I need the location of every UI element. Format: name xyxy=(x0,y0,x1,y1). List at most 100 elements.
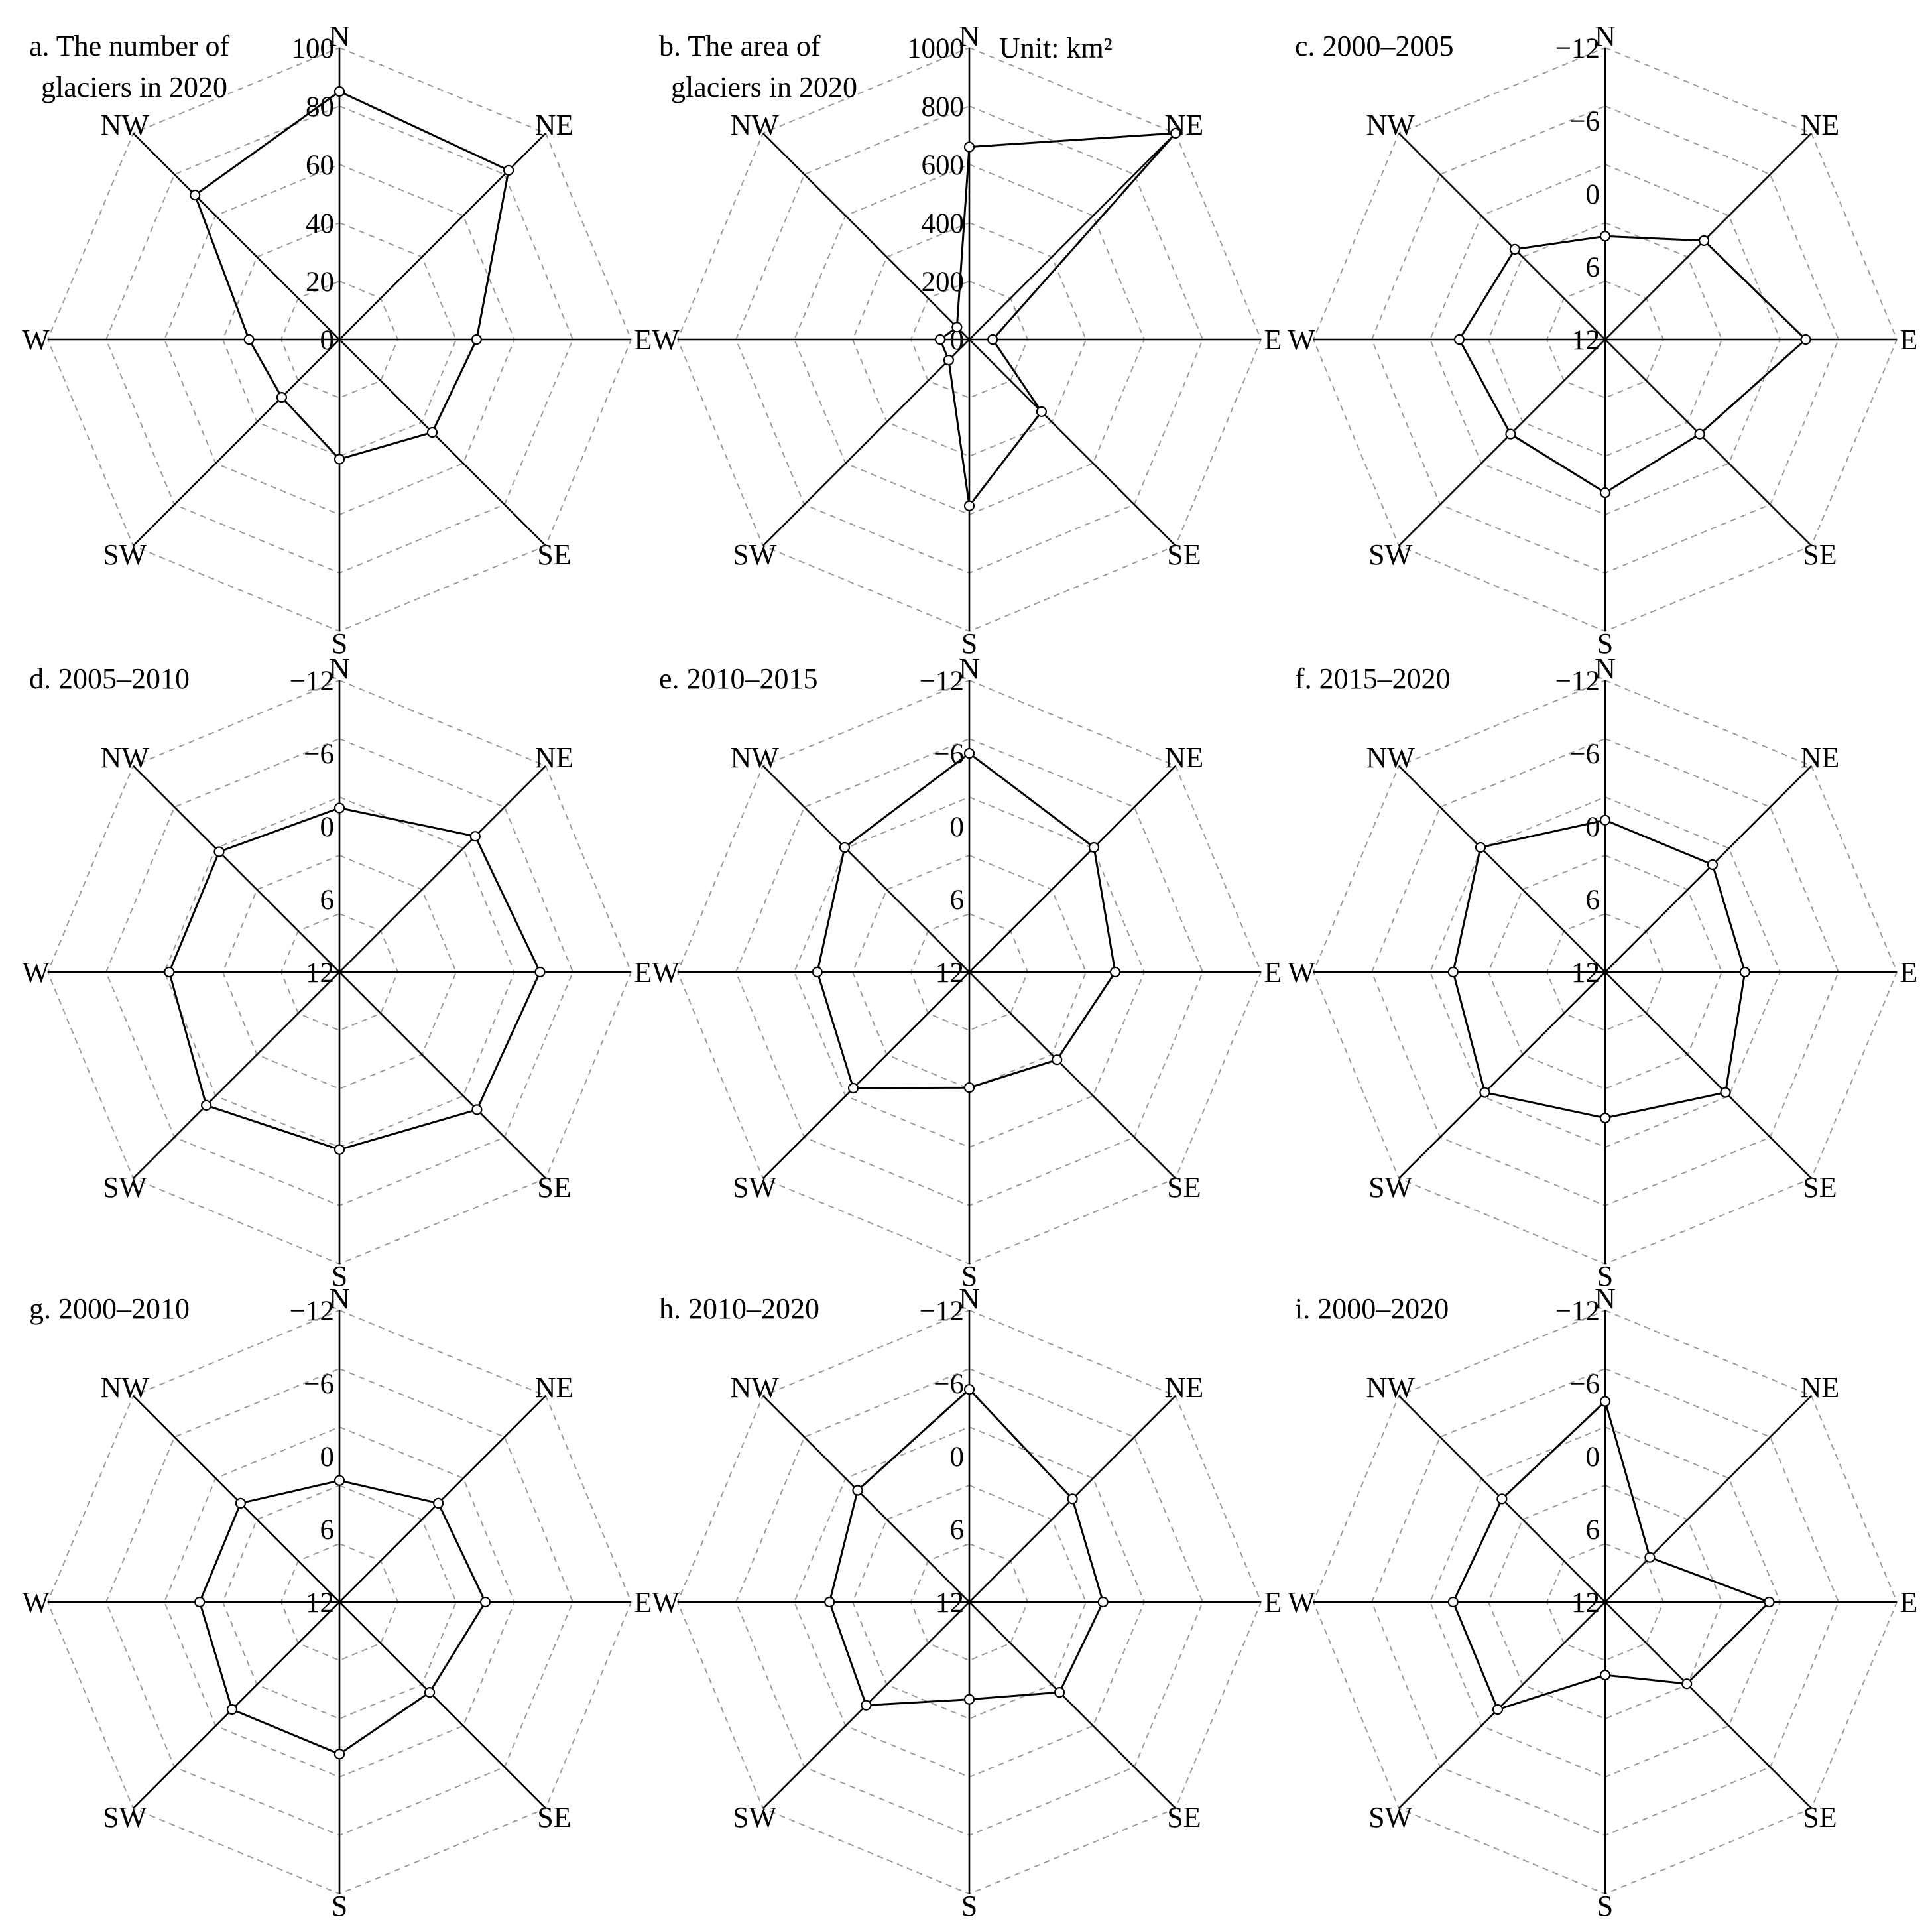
direction-label-n: N xyxy=(329,20,350,52)
direction-label-sw: SW xyxy=(103,1801,147,1833)
direction-label-nw: NW xyxy=(1366,1371,1415,1404)
tick-label: 100 xyxy=(292,33,335,64)
direction-label-sw: SW xyxy=(1368,1801,1412,1833)
data-point-nw xyxy=(213,846,225,857)
data-point-sw xyxy=(276,391,287,403)
tick-label: −6 xyxy=(1569,739,1600,770)
data-series-line xyxy=(1458,235,1807,494)
data-point-nw xyxy=(1475,841,1486,853)
direction-label-n: N xyxy=(329,1282,350,1315)
data-point-ne xyxy=(1170,127,1181,139)
data-point-w xyxy=(934,334,946,345)
data-point-se xyxy=(471,1104,483,1115)
tick-label: −12 xyxy=(920,1296,964,1327)
direction-label-nw: NW xyxy=(100,741,149,774)
tick-label: 0 xyxy=(320,325,335,356)
tick-label: −12 xyxy=(290,666,334,697)
direction-label-e: E xyxy=(1264,956,1282,989)
tick-label: 6 xyxy=(1586,885,1600,916)
direction-label-n: N xyxy=(959,20,980,52)
tick-label: 600 xyxy=(922,150,965,181)
radar-chart-b: N NE E SE S SW W NW 0 200 400 600 800 1000 b. The area… xyxy=(652,20,1282,660)
data-point-nw xyxy=(190,190,201,201)
data-series-line xyxy=(1452,1399,1772,1711)
direction-label-e: E xyxy=(634,956,652,989)
grid-ring xyxy=(221,1484,457,1720)
tick-label: 12 xyxy=(1571,325,1600,356)
data-point-w xyxy=(824,1596,835,1608)
axis-line xyxy=(132,1395,547,1810)
direction-label-n: N xyxy=(1595,1282,1616,1315)
direction-label-se: SE xyxy=(537,1171,571,1204)
data-series-line xyxy=(828,1388,1105,1707)
data-point-w xyxy=(1447,966,1459,978)
data-point-e xyxy=(534,966,546,978)
chart-title: b. The area of xyxy=(659,30,821,62)
data-point-n xyxy=(963,1384,975,1395)
direction-label-n: N xyxy=(959,652,980,685)
grid-ring xyxy=(1545,280,1665,399)
direction-label-s: S xyxy=(332,1260,347,1292)
tick-label: −6 xyxy=(934,739,964,770)
direction-label-e: E xyxy=(1900,1586,1918,1619)
data-point-s xyxy=(1599,1669,1611,1681)
chart-title: d. 2005–2010 xyxy=(29,662,190,695)
axis-line xyxy=(762,1395,1177,1810)
data-point-w xyxy=(1447,1596,1459,1608)
data-point-sw xyxy=(1492,1704,1504,1715)
data-point-s xyxy=(333,1749,345,1760)
direction-label-e: E xyxy=(1900,956,1918,989)
direction-label-w: W xyxy=(22,1586,50,1619)
direction-label-ne: NE xyxy=(1165,109,1204,141)
data-point-nw xyxy=(1496,1493,1508,1505)
grid-ring xyxy=(221,854,457,1090)
direction-label-w: W xyxy=(1288,956,1315,989)
tick-label: 0 xyxy=(950,812,965,843)
direction-label-s: S xyxy=(1597,1890,1613,1920)
direction-label-n: N xyxy=(329,652,350,685)
data-point-sw xyxy=(226,1704,238,1715)
data-point-ne xyxy=(1707,859,1719,871)
data-point-e xyxy=(471,334,482,345)
tick-label: −12 xyxy=(1555,33,1600,64)
tick-label: 20 xyxy=(306,267,334,298)
data-point-s xyxy=(1599,1112,1611,1124)
data-series-line xyxy=(168,806,542,1151)
data-point-w xyxy=(164,966,175,978)
grid-ring xyxy=(910,1542,1029,1662)
data-point-e xyxy=(1764,1596,1775,1608)
tick-label: 0 xyxy=(950,325,965,356)
direction-label-s: S xyxy=(332,627,347,660)
radar-chart-e: N NE E SE S SW W NW 12 6 0 −6 −12 e. 2010–2015 xyxy=(652,652,1282,1292)
tick-label: 0 xyxy=(1586,812,1600,843)
radar-chart-d: N NE E SE S SW W NW 12 6 0 −6 −12 d. 2005–2010 xyxy=(22,652,652,1292)
data-point-nw xyxy=(235,1497,246,1509)
grid-ring xyxy=(851,221,1087,458)
axis-line xyxy=(762,765,1177,1180)
direction-label-se: SE xyxy=(1167,1171,1201,1204)
data-point-se xyxy=(426,426,438,438)
direction-label-s: S xyxy=(332,1890,347,1920)
direction-label-e: E xyxy=(1264,324,1282,356)
tick-label: 6 xyxy=(320,1515,335,1546)
direction-label-se: SE xyxy=(537,1801,571,1833)
grid-ring xyxy=(280,280,399,399)
tick-label: 0 xyxy=(320,812,335,843)
tick-label: 12 xyxy=(306,1587,334,1619)
radar-chart-i: N NE E SE S SW W NW 12 6 0 −6 −12 i. 2000–2020 xyxy=(1288,1282,1918,1922)
direction-label-se: SE xyxy=(1167,538,1201,571)
direction-label-nw: NW xyxy=(730,109,779,141)
grid-ring xyxy=(1487,1484,1723,1720)
tick-label: 0 xyxy=(320,1442,335,1473)
axis-line xyxy=(1398,132,1813,547)
data-point-n xyxy=(1599,1396,1611,1407)
direction-label-sw: SW xyxy=(103,1171,147,1204)
axis-line xyxy=(1398,1395,1813,1810)
grid-ring xyxy=(910,280,1029,399)
radar-chart-g: N NE E SE S SW W NW 12 6 0 −6 −12 g. 2000–2010 xyxy=(22,1282,652,1922)
data-point-e xyxy=(479,1596,491,1608)
direction-label-e: E xyxy=(634,324,652,356)
direction-label-e: E xyxy=(1900,324,1918,356)
data-point-sw xyxy=(847,1082,859,1094)
